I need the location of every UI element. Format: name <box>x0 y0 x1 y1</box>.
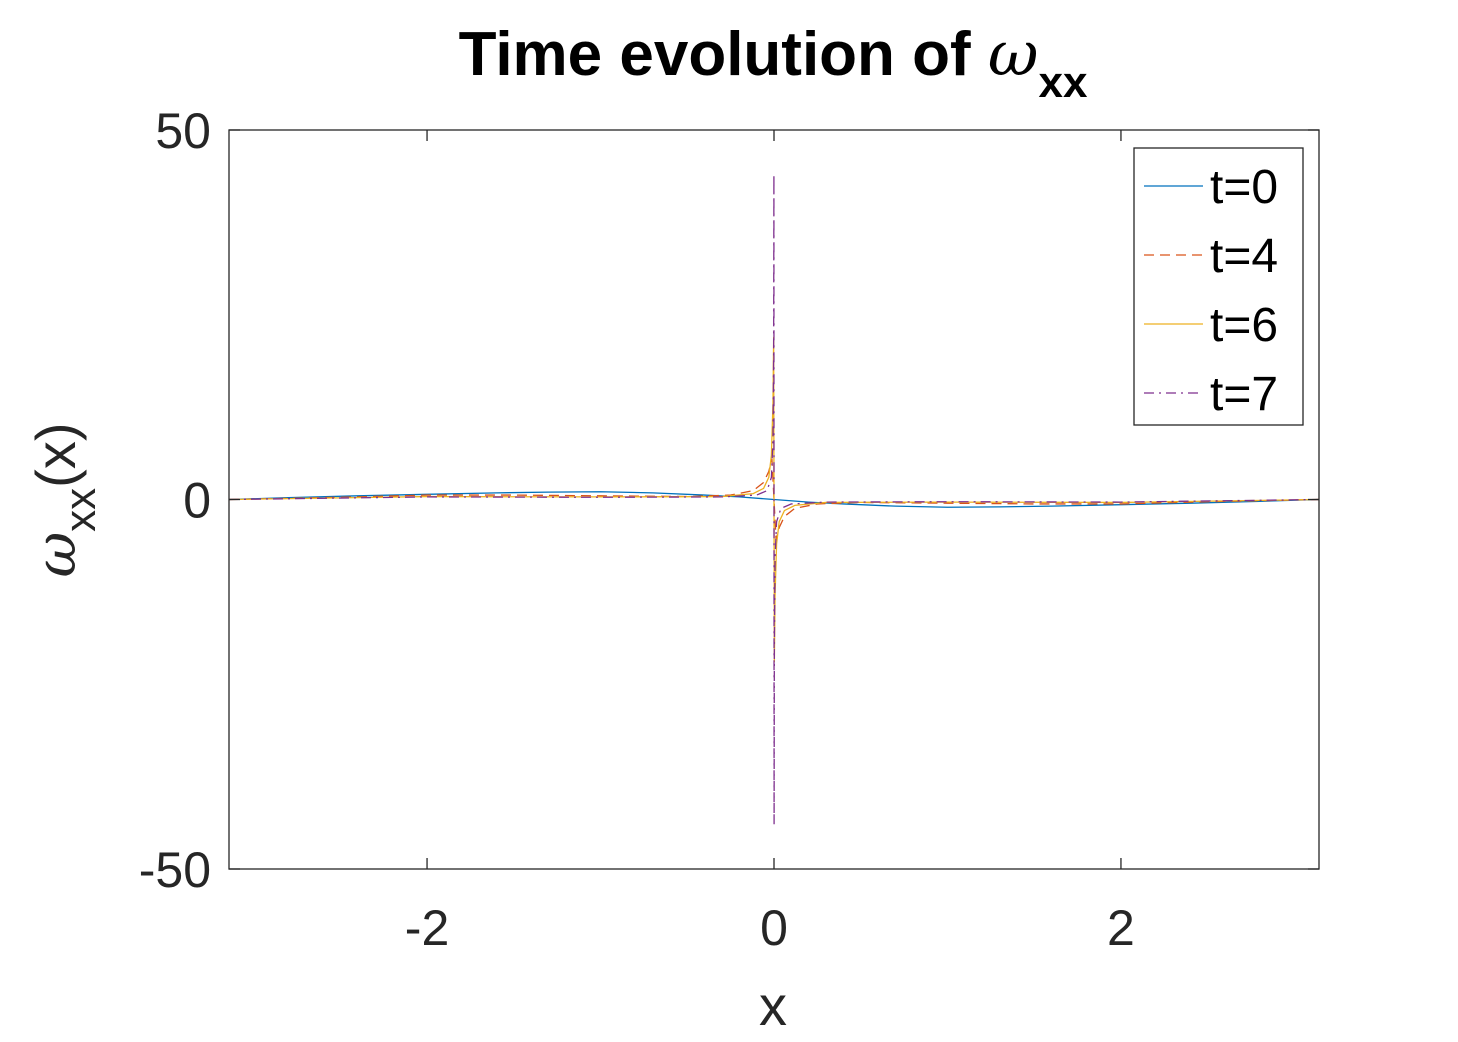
legend-box <box>1133 147 1304 426</box>
legend-label-4: t=7 <box>1210 368 1278 421</box>
y-tick-label: 0 <box>183 473 211 529</box>
y-axis-label-symbol: ω <box>24 532 89 578</box>
y-tick-label: -50 <box>139 842 211 898</box>
chart-title-subscript: xx <box>1038 58 1087 107</box>
x-tick-label: 2 <box>1107 900 1135 956</box>
series-line-2 <box>228 458 1320 541</box>
legend-label-1: t=0 <box>1210 161 1278 214</box>
chart-title: Time evolution of ωxx <box>459 17 1088 107</box>
y-tick-label: 50 <box>155 103 211 159</box>
legend: t=0 t=4 t=6 t=7 <box>1133 147 1304 426</box>
y-axis-label-suffix: (x) <box>24 423 87 488</box>
chart-title-symbol: ω <box>988 17 1039 90</box>
legend-label-2: t=4 <box>1210 230 1278 283</box>
x-tick-label: -2 <box>405 900 449 956</box>
legend-label-3: t=6 <box>1210 299 1278 352</box>
tick-layer: -2 0 2 -50 0 50 <box>139 103 1319 956</box>
series-line-4 <box>228 174 1320 825</box>
x-tick-label: 0 <box>760 900 788 956</box>
y-axis-label: ωxx(x) <box>24 423 105 578</box>
chart-title-prefix: Time evolution of <box>459 20 988 89</box>
x-axis-label: x <box>759 974 787 1037</box>
series-layer <box>228 174 1320 825</box>
y-axis-label-subscript: xx <box>56 488 105 532</box>
